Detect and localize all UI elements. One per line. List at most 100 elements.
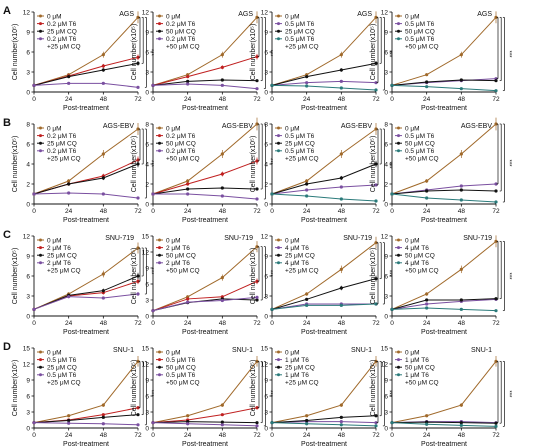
data-point <box>32 83 36 87</box>
data-point <box>136 127 140 131</box>
x-tick-label: 24 <box>303 432 311 439</box>
y-tick-label: 2 <box>26 182 30 189</box>
legend-label: 0.5 μM T6 <box>47 357 77 364</box>
y-tick-label: 6 <box>26 142 30 149</box>
legend-marker <box>397 29 400 33</box>
data-point <box>425 179 429 183</box>
y-tick-label: 3 <box>26 70 30 77</box>
data-point <box>101 81 105 85</box>
legend-marker <box>39 22 42 26</box>
y-tick-label: 9 <box>145 378 149 385</box>
data-point <box>374 424 378 428</box>
x-tick-label: 48 <box>100 432 108 439</box>
series-line <box>33 275 139 310</box>
y-tick-label: 0 <box>264 202 268 209</box>
series-line <box>271 303 377 310</box>
data-point <box>425 422 429 426</box>
legend-label: 0 μM <box>405 237 420 244</box>
x-axis-label: Post-treatment <box>63 441 109 448</box>
data-point <box>255 122 259 126</box>
x-tick-label: 48 <box>219 208 227 215</box>
y-tick-label: 0 <box>384 202 388 209</box>
data-point <box>67 182 71 186</box>
legend-label: 0 μM <box>166 13 181 20</box>
legend-marker <box>39 134 42 138</box>
legend-label: 25 μM CQ <box>285 365 315 372</box>
y-tick-label: 3 <box>26 294 30 301</box>
legend-label: 0.5 μM T6 <box>405 133 435 140</box>
y-tick-label: 9 <box>264 30 268 37</box>
y-tick-label: 15 <box>142 234 150 241</box>
x-tick-label: 24 <box>184 96 192 103</box>
legend-marker <box>397 358 400 362</box>
data-point <box>67 295 71 299</box>
data-point <box>255 79 259 83</box>
panel-title: AGS <box>477 11 492 18</box>
panel-title: SNU-1 <box>113 347 134 354</box>
data-point <box>255 406 259 410</box>
legend-label-line2: +25 μM CQ <box>47 268 81 275</box>
x-tick-label: 72 <box>372 320 380 327</box>
legend-label: 0 μM <box>47 125 62 132</box>
y-tick-label: 3 <box>145 410 149 417</box>
series-line <box>152 83 258 90</box>
legend-label: 0.5 μM T6 <box>166 357 196 364</box>
data-point <box>305 418 309 423</box>
panel-title: SNU-719 <box>224 235 253 242</box>
legend-label: 0.2 μM T6 <box>47 36 77 43</box>
legend-label: 0 μM <box>285 349 300 356</box>
x-tick-label: 72 <box>134 96 142 103</box>
legend-label: 4 μM T6 <box>405 260 429 267</box>
legend-marker <box>397 373 400 377</box>
data-point <box>374 277 378 281</box>
data-point <box>136 85 140 89</box>
significance-stars: *** <box>266 390 272 398</box>
data-point <box>494 424 498 428</box>
row-label-d: D <box>3 341 11 353</box>
y-tick-label: 12 <box>261 362 269 369</box>
y-tick-label: 6 <box>145 282 149 289</box>
data-point <box>339 79 343 83</box>
x-tick-label: 0 <box>390 96 394 103</box>
legend-label: 0 μM <box>405 349 420 356</box>
data-point <box>305 292 309 296</box>
y-tick-label: 6 <box>384 142 388 149</box>
data-point <box>374 302 378 306</box>
series-line <box>33 128 139 195</box>
y-tick-label: 9 <box>145 266 149 273</box>
y-axis-label: Cell number(x10⁵) <box>370 24 377 81</box>
y-tick-label: 3 <box>264 410 268 417</box>
data-point <box>186 75 190 79</box>
x-tick-label: 0 <box>32 96 36 103</box>
x-axis-label: Post-treatment <box>421 329 467 336</box>
x-tick-label: 72 <box>253 320 261 327</box>
legend-marker <box>158 141 161 145</box>
y-tick-label: 3 <box>264 294 268 301</box>
x-tick-label: 72 <box>492 96 500 103</box>
series-line <box>391 422 497 427</box>
data-point <box>220 413 224 417</box>
legend-marker <box>39 238 42 242</box>
data-point <box>305 182 309 186</box>
y-tick-label: 6 <box>264 142 268 149</box>
y-tick-label: 9 <box>384 378 388 385</box>
significance-stars: *** <box>266 158 272 166</box>
data-point <box>374 127 378 131</box>
data-point <box>459 403 463 407</box>
panel-d-3: 0 3 6 9 12 15 0 24 48 72 Post-treatment Cell number… <box>250 346 391 448</box>
legend-marker <box>277 373 280 377</box>
legend-label: 0 μM <box>285 237 300 244</box>
legend-marker <box>39 37 42 41</box>
x-tick-label: 72 <box>134 320 142 327</box>
y-tick-label: 6 <box>145 50 149 57</box>
y-tick-label: 12 <box>142 362 150 369</box>
x-tick-label: 72 <box>492 320 500 327</box>
legend-marker <box>39 261 42 265</box>
x-tick-label: 0 <box>32 432 36 439</box>
y-tick-label: 9 <box>384 30 388 37</box>
legend-label-line2: +25 μM CQ <box>285 156 319 163</box>
legend-label: 1 μM T6 <box>405 357 429 364</box>
data-point <box>101 415 105 419</box>
legend-marker <box>397 141 400 145</box>
data-point <box>186 414 190 418</box>
